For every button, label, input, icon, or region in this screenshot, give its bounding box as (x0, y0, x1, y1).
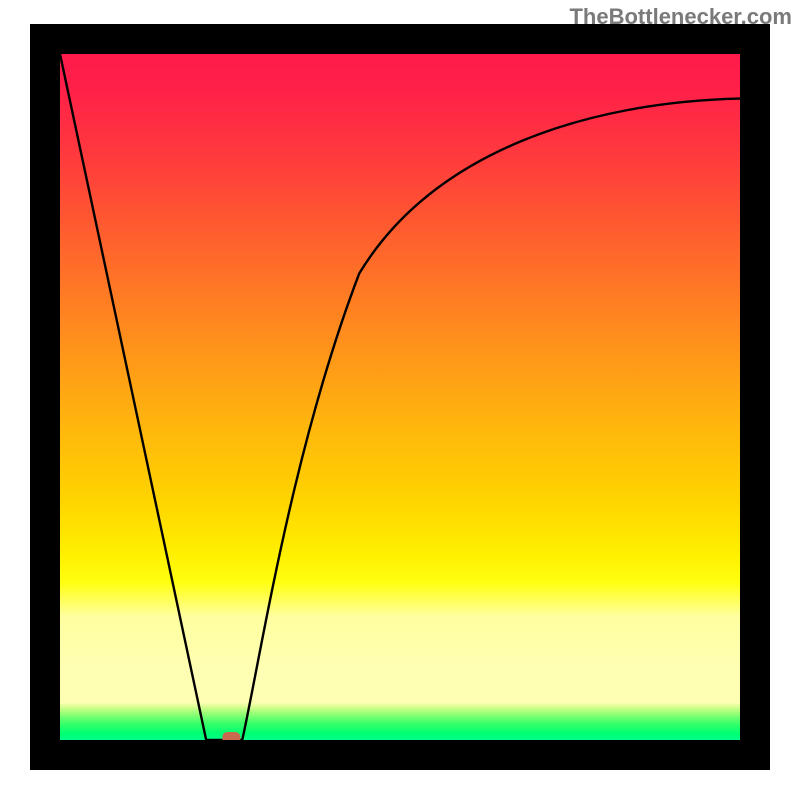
watermark-text: TheBottlenecker.com (569, 4, 792, 30)
gradient-background (60, 54, 740, 740)
bottleneck-chart (0, 0, 800, 800)
